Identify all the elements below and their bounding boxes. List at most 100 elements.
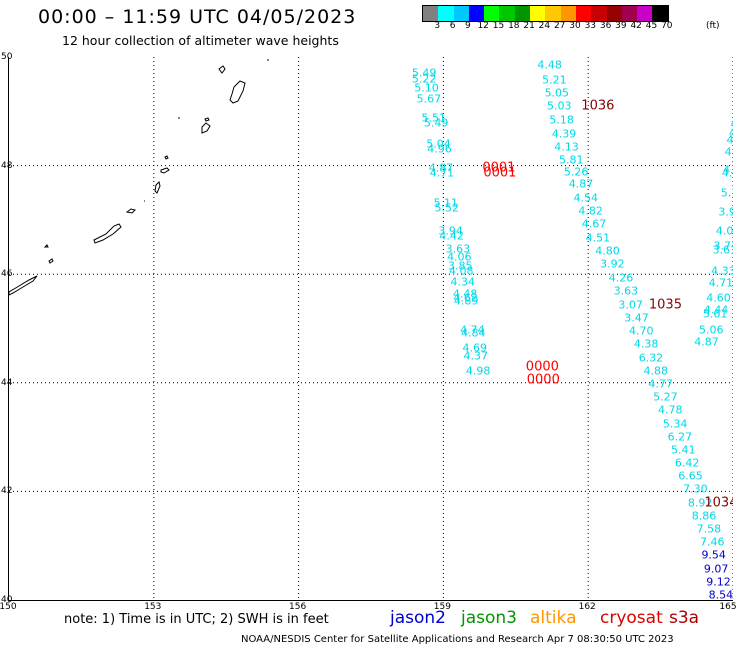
wave-height-value: 4.74 [460,323,485,337]
wave-height-value: 4.95 [729,128,733,139]
wave-height-value: 5.12 [730,122,733,133]
wave-height-value: 4.80 [595,244,620,258]
mission-label-jason3: jason3 [461,608,517,628]
wave-height-value: 5.16 [720,186,733,200]
wave-height-value: 6.32 [638,351,664,365]
wave-height-value: 3.94 [438,224,463,238]
map-title: 00:00 – 11:59 UTC 04/05/2023 [38,6,357,28]
wave-height-value: 3.61 [712,243,733,257]
wave-height-value: 7.30 [683,482,708,496]
color-scale-label: 15 [492,21,505,31]
color-swatch [621,6,638,21]
wave-height-value: 9.54 [701,548,726,562]
wave-height-value: 4.78 [658,403,683,417]
latitude-label: 48 [1,160,13,171]
wave-height-value: 4.60 [706,291,731,305]
latitude-label: 42 [1,486,13,497]
color-scale-label: 3 [434,21,441,31]
color-scale-label: 6 [449,21,456,31]
color-swatch [545,6,561,21]
longitude-label: 156 [289,602,307,612]
wave-height-value: 5.03 [546,99,572,113]
longitude-label: 153 [144,602,162,612]
color-swatch [652,6,668,21]
wave-height-value: 3.63 [445,242,471,256]
wave-height-value: 4.87 [428,161,454,175]
wave-height-value: 4.71 [429,166,455,180]
color-swatch [499,6,515,21]
wave-height-value: 7.46 [699,535,725,549]
color-scale-label: 12 [477,21,489,31]
wave-height-value: 3.85 [448,259,473,272]
latitude-label: 46 [1,269,13,280]
longitude-label: 159 [433,602,451,612]
wave-height-value: 4.89 [453,294,479,308]
wave-height-value: 5.52 [434,201,460,215]
wave-height-value: 4.70 [629,324,654,338]
wave-height-value: 4.98 [465,364,491,378]
mission-label-altika: altika [530,608,577,628]
wave-height-value: 4.38 [633,337,659,351]
color-scale-label: 24 [538,21,551,31]
latitude-label: 50 [1,52,13,62]
wave-height-value: 4.48 [452,287,478,301]
wave-height-value: 4.67 [581,217,607,231]
wave-height-value: 4.06 [447,250,472,264]
graticule [9,57,733,600]
color-scale-label: 39 [615,21,627,31]
longitude-label: 162 [578,602,596,612]
color-swatch [637,6,653,21]
wave-height-value: 5.22 [411,72,437,86]
wave-height-value: 5.41 [671,443,696,457]
wave-height-value: 4.82 [578,204,603,218]
wave-height-value: 8.92 [687,496,713,510]
time-label: 0000 [525,359,559,374]
wave-height-value: 5.27 [653,390,678,404]
wave-height-value: 4.87 [694,335,719,349]
wave-height-value: 5.18 [549,113,574,127]
wave-height-value: 3.97 [718,205,733,219]
mission-label-s3a: s3a [669,608,700,628]
wave-height-value: 8.54 [708,588,733,601]
wave-height-value: 4.39 [551,127,577,141]
map-graticule-and-coast [9,57,733,600]
color-swatch [530,6,546,21]
color-swatch [575,6,592,21]
wave-height-value: 4.67 [721,166,733,180]
wave-height-value: 5.49 [411,66,437,80]
color-scale-label: 70 [661,21,673,31]
color-swatch [606,6,622,21]
wave-height-value: 5.04 [426,137,451,151]
color-scale-labels: 3 6 9 12 15 18 21 24 27 30 33 36 39 42 45 70 [422,21,740,33]
color-scale-label: 30 [569,21,581,31]
time-label: 0001 [482,160,516,176]
wave-height-value: 5.05 [544,86,570,100]
mission-label-jason2: jason2 [390,608,446,628]
color-swatch [591,6,607,21]
color-scale-label: 33 [584,21,597,31]
color-scale-label: 36 [599,21,612,31]
wave-height-value: 4.88 [643,364,669,378]
wave-height-value: 3.92 [600,257,625,271]
wave-height-value: 5.34 [662,417,688,431]
map-area: 5.49 5.22 5.10 5.67 5.51 5.49 5.04 4.96 4.87 4.71… [8,57,733,601]
wave-height-value: 6.27 [667,430,693,444]
footer-note: note: 1) Time is in UTC; 2) SWH is in fe… [64,612,329,627]
map-subtitle: 12 hour collection of altimeter wave hei… [62,33,339,48]
wave-height-value: 4.33 [711,264,733,278]
wave-height-value: 4.08 [449,264,474,278]
wave-height-value: 4.51 [585,231,611,245]
mission-label-cryosat: cryosat [600,608,663,628]
wave-height-value: 3.07 [618,298,643,312]
wave-height-value: 6.42 [674,456,700,470]
wave-height-value: 9.07 [703,562,729,575]
wave-height-value: 5.51 [421,111,446,125]
wave-height-value: 3.47 [624,311,649,325]
time-label: 0000 [526,372,560,388]
color-scale-label: 27 [553,21,566,31]
wave-height-value: 4.34 [450,275,475,289]
coastline [9,59,269,296]
wave-height-value: 4.44 [703,303,729,317]
wave-height-value: 4.62 [453,291,478,305]
wave-height-value: 4.48 [537,58,562,72]
